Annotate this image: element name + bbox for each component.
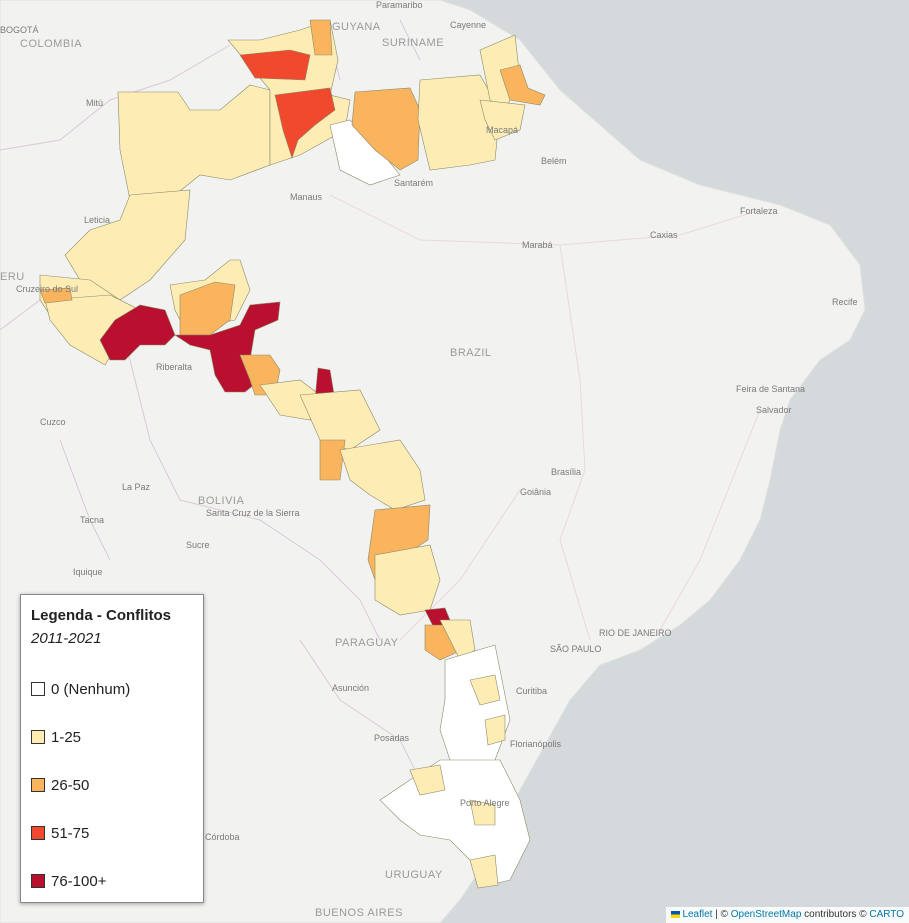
svg-text:Posadas: Posadas <box>374 733 410 743</box>
legend-subtitle: 2011-2021 <box>31 630 102 647</box>
legend-item: 26-50 <box>31 773 193 797</box>
svg-text:La Paz: La Paz <box>122 482 151 492</box>
roads <box>329 194 761 641</box>
svg-text:GUYANA: GUYANA <box>332 21 381 33</box>
svg-text:Cayenne: Cayenne <box>450 20 486 30</box>
svg-text:Recife: Recife <box>832 297 858 307</box>
region-mato-grosso-south <box>339 439 426 511</box>
region-mato-grosso-mid <box>299 389 381 451</box>
legend-item: 51-75 <box>31 821 193 845</box>
legend-title: Legenda - Conflitos <box>31 607 171 624</box>
svg-text:Marabá: Marabá <box>522 240 553 250</box>
svg-text:BUENOS AIRES: BUENOS AIRES <box>315 907 403 919</box>
region-sc-light-2 <box>484 714 506 746</box>
svg-text:Cruzeiro do Sul: Cruzeiro do Sul <box>16 284 78 294</box>
legend-item: 0 (Nenhum) <box>31 677 193 701</box>
svg-text:SÃO PAULO: SÃO PAULO <box>550 644 601 654</box>
svg-text:Curitiba: Curitiba <box>516 686 547 696</box>
map-legend: Legenda - Conflitos 2011-2021 0 (Nenhum)… <box>20 594 204 903</box>
attribution-separator: | © <box>715 909 728 920</box>
region-acre-orange <box>39 287 73 304</box>
svg-text:Iquique: Iquique <box>73 567 103 577</box>
svg-text:Brasília: Brasília <box>551 467 581 477</box>
svg-text:Córdoba: Córdoba <box>205 832 240 842</box>
svg-text:SURINAME: SURINAME <box>382 37 444 49</box>
svg-text:Porto Alegre: Porto Alegre <box>460 798 510 808</box>
map-labels: COLOMBIA GUYANA SURINAME BRAZIL BOLIVIA … <box>0 0 858 919</box>
region-yanomami-south <box>274 87 336 159</box>
svg-text:Manaus: Manaus <box>290 192 323 202</box>
region-parana-light <box>439 619 476 661</box>
svg-text:Fortaleza: Fortaleza <box>740 206 778 216</box>
region-acre-red <box>99 304 176 361</box>
region-macapa <box>479 99 526 141</box>
region-rs-light-2 <box>469 799 496 826</box>
region-sc-light-1 <box>469 674 501 706</box>
svg-text:Goiânia: Goiânia <box>520 487 551 497</box>
svg-text:Asunción: Asunción <box>332 683 369 693</box>
region-para-east <box>417 74 501 171</box>
ukraine-flag-icon <box>671 910 681 918</box>
svg-text:BOGOTÁ: BOGOTÁ <box>0 25 39 35</box>
svg-text:URUGUAY: URUGUAY <box>385 869 443 881</box>
region-ms-south <box>374 544 441 616</box>
region-guyana-border <box>309 19 333 56</box>
legend-item-label: 1-25 <box>51 728 82 746</box>
svg-text:ERU: ERU <box>0 271 25 283</box>
svg-text:Santarém: Santarém <box>394 178 433 188</box>
legend-swatch <box>31 874 45 888</box>
region-rs-band <box>379 759 531 886</box>
carto-link[interactable]: CARTO <box>869 909 904 920</box>
svg-text:COLOMBIA: COLOMBIA <box>20 38 82 50</box>
legend-item-label: 51-75 <box>51 824 90 842</box>
svg-text:Riberalta: Riberalta <box>156 362 192 372</box>
legend-item-label: 0 (Nenhum) <box>51 680 131 698</box>
svg-text:BRAZIL: BRAZIL <box>450 347 492 359</box>
legend-swatch <box>31 682 45 696</box>
svg-text:Caxias: Caxias <box>650 230 678 240</box>
svg-text:Cuzco: Cuzco <box>40 417 66 427</box>
svg-text:Sucre: Sucre <box>186 540 210 550</box>
region-rs-light-1 <box>409 764 446 796</box>
svg-text:BOLIVIA: BOLIVIA <box>198 495 244 507</box>
svg-text:Macapá: Macapá <box>486 125 518 135</box>
leaflet-link[interactable]: Leaflet <box>682 909 713 920</box>
legend-swatch <box>31 730 45 744</box>
svg-text:Leticia: Leticia <box>84 215 110 225</box>
region-mato-grosso-orange <box>319 439 346 481</box>
region-para-north-white <box>329 119 401 186</box>
region-amapa-orange <box>499 64 546 106</box>
choropleth-regions <box>39 19 546 889</box>
svg-text:Tacna: Tacna <box>80 515 104 525</box>
region-para-orange <box>351 87 421 171</box>
svg-text:Florianópolis: Florianópolis <box>510 739 562 749</box>
legend-item-label: 76-100+ <box>51 872 107 890</box>
legend-swatch <box>31 778 45 792</box>
legend-item: 1-25 <box>31 725 193 749</box>
svg-text:PARAGUAY: PARAGUAY <box>335 637 399 649</box>
svg-text:Mitú: Mitú <box>86 98 103 108</box>
map-attribution: Leaflet | © OpenStreetMap contributors ©… <box>666 907 909 923</box>
svg-text:Santa Cruz de la Sierra: Santa Cruz de la Sierra <box>206 508 300 518</box>
attribution-contributors: contributors © <box>804 909 867 920</box>
svg-text:Belém: Belém <box>541 156 567 166</box>
region-rs-light-3 <box>469 854 499 889</box>
svg-text:Salvador: Salvador <box>756 405 792 415</box>
svg-text:Feira de Santana: Feira de Santana <box>736 384 805 394</box>
legend-swatch <box>31 826 45 840</box>
legend-item: 76-100+ <box>31 869 193 893</box>
osm-link[interactable]: OpenStreetMap <box>730 909 802 920</box>
svg-text:Paramaribo: Paramaribo <box>376 0 423 10</box>
svg-text:RIO DE JANEIRO: RIO DE JANEIRO <box>599 628 672 638</box>
region-yanomami-north <box>239 49 311 81</box>
legend-item-label: 26-50 <box>51 776 90 794</box>
